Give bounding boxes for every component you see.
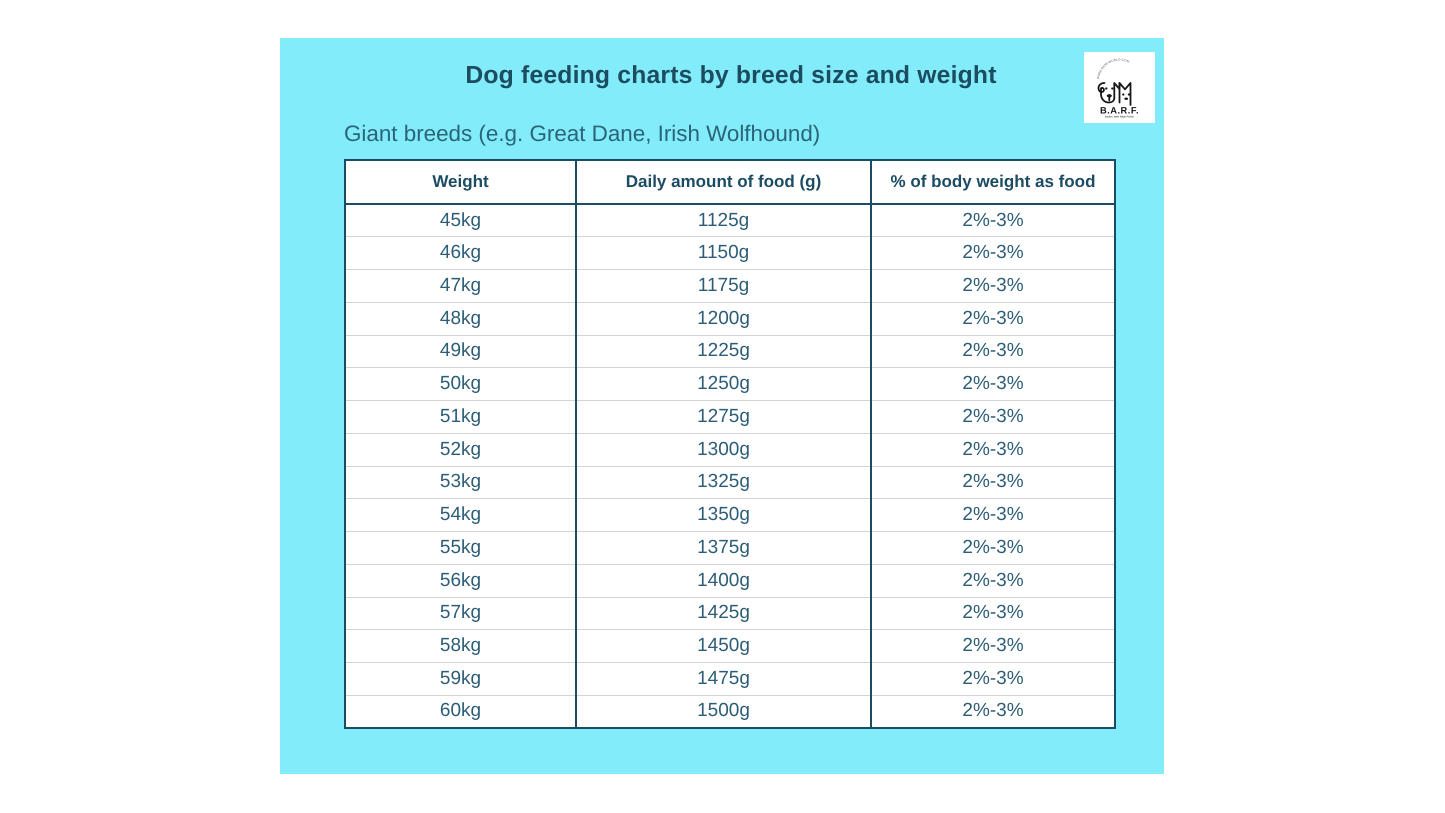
svg-text:BASIC AND RAW FOOD: BASIC AND RAW FOOD — [1105, 116, 1134, 119]
svg-text:B.A.R.F.: B.A.R.F. — [1100, 106, 1139, 116]
